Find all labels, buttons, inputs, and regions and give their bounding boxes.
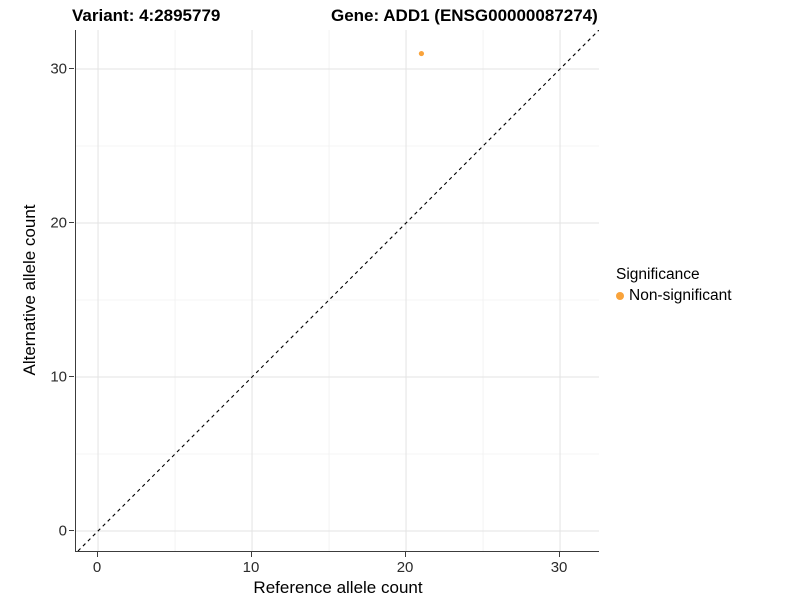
y-tick-label: 30 bbox=[50, 60, 67, 78]
y-tick-label: 10 bbox=[50, 368, 67, 386]
plot-title-gene: Gene: ADD1 (ENSG00000087274) bbox=[331, 6, 598, 25]
y-tick-mark bbox=[69, 530, 74, 532]
x-tick-label: 30 bbox=[550, 559, 568, 576]
plot-canvas bbox=[76, 30, 599, 551]
x-tick-mark bbox=[96, 552, 98, 557]
y-axis-label: Alternative allele count bbox=[20, 204, 39, 376]
y-tick-mark bbox=[69, 376, 74, 378]
y-tick-label: 0 bbox=[58, 522, 67, 540]
legend-point-icon bbox=[616, 292, 624, 300]
plot-panel bbox=[75, 30, 599, 552]
legend-items: Non-significant bbox=[616, 287, 732, 305]
legend-title: Significance bbox=[616, 266, 700, 283]
x-tick-label: 20 bbox=[396, 559, 414, 576]
identity-line bbox=[77, 30, 599, 551]
x-tick-label: 10 bbox=[242, 559, 260, 576]
x-axis-label: Reference allele count bbox=[253, 578, 423, 597]
x-tick-mark bbox=[404, 552, 406, 557]
legend-item: Non-significant bbox=[616, 287, 732, 305]
legend: Significance Non-significant bbox=[616, 266, 732, 305]
x-tick-mark bbox=[558, 552, 560, 557]
legend-item-label: Non-significant bbox=[629, 287, 732, 304]
y-tick-label: 20 bbox=[50, 214, 67, 232]
y-tick-mark bbox=[69, 68, 74, 70]
x-tick-mark bbox=[250, 552, 252, 557]
plot-title-variant: Variant: 4:2895779 bbox=[72, 6, 221, 25]
x-tick-label: 0 bbox=[92, 559, 102, 576]
data-point bbox=[418, 50, 425, 57]
y-tick-mark bbox=[69, 222, 74, 224]
